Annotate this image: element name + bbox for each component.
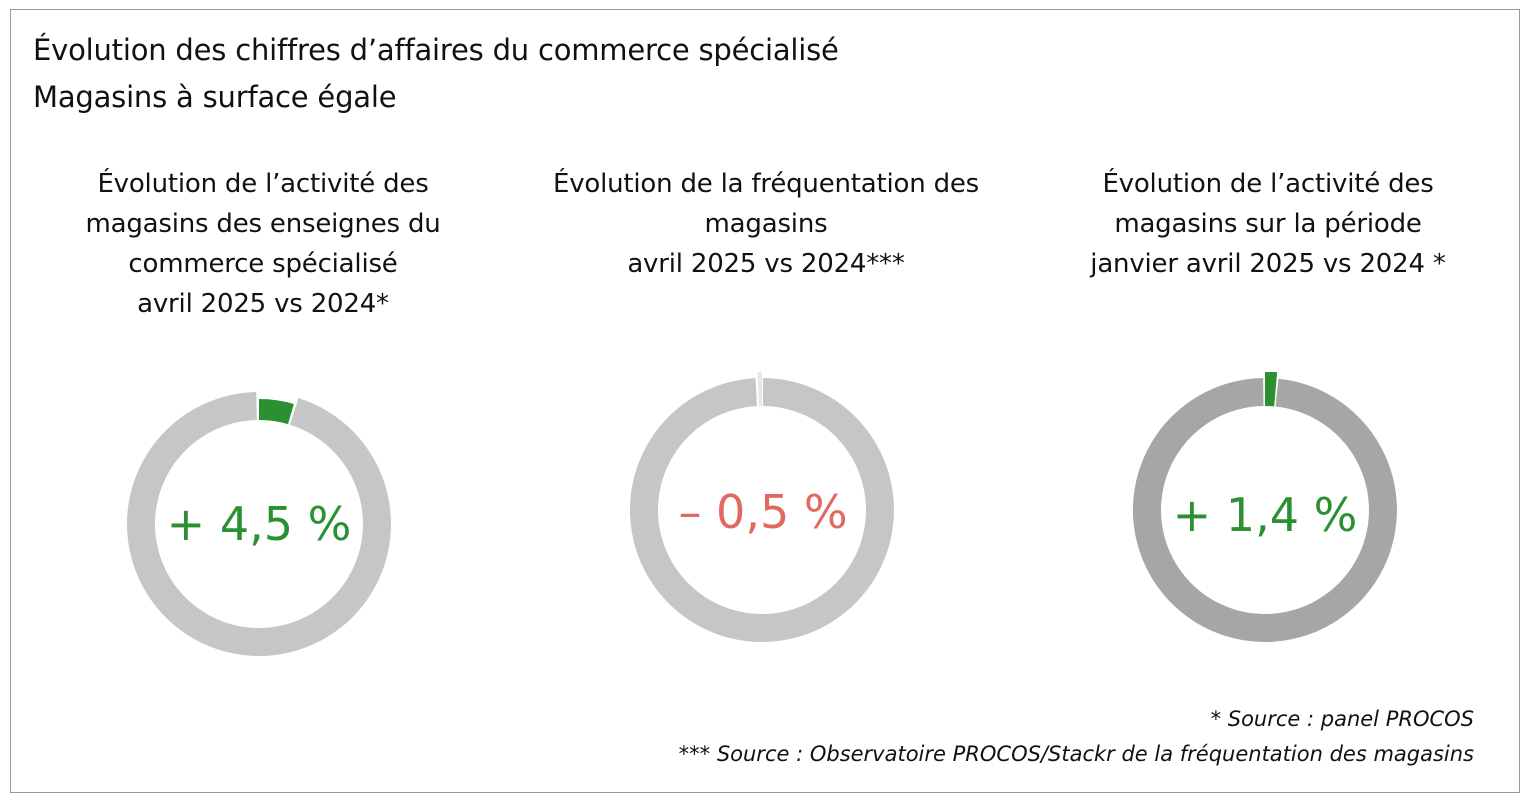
panel-2-heading-line-2: magasins xyxy=(704,209,828,239)
donut-slice-value xyxy=(1265,372,1278,407)
panel-1-heading-line-4: avril 2025 vs 2024* xyxy=(137,289,389,319)
panel-2-heading-line-1: Évolution de la fréquentation des xyxy=(552,169,980,199)
panel-1-heading-line-1: Évolution de l’activité des xyxy=(97,169,429,199)
donut-chart-footfall-april xyxy=(629,372,894,643)
panel-2-heading-line-3: avril 2025 vs 2024*** xyxy=(627,249,905,279)
donut-chart-activity-jan-april xyxy=(1132,372,1397,642)
donut-chart-activity-april xyxy=(127,392,392,657)
chart-frame xyxy=(10,9,1520,793)
panel-1-heading-line-3: commerce spécialisé xyxy=(128,249,398,279)
panel-3-heading-line-3: janvier avril 2025 vs 2024 * xyxy=(1090,249,1446,279)
panel-3-heading-line-2: magasins sur la période xyxy=(1114,209,1422,239)
donut-slice-value xyxy=(259,399,294,425)
panel-3-value: + 1,4 % xyxy=(1172,488,1358,542)
chart-title: Évolution des chiffres d’affaires du com… xyxy=(33,33,839,67)
chart-subtitle: Magasins à surface égale xyxy=(33,80,397,114)
donut-slice-value xyxy=(757,372,762,407)
source-note-panel: * Source : panel PROCOS xyxy=(1210,707,1474,731)
panel-1-heading: Évolution de l’activité des magasins des… xyxy=(3,164,523,324)
panel-1-heading-line-2: magasins des enseignes du xyxy=(85,209,441,239)
panel-2-heading: Évolution de la fréquentation des magasi… xyxy=(506,164,1026,284)
source-note-observatory: *** Source : Observatoire PROCOS/Stackr … xyxy=(678,742,1474,766)
panel-3-heading: Évolution de l’activité des magasins sur… xyxy=(1008,164,1528,284)
panel-1-value: + 4,5 % xyxy=(166,497,352,551)
panel-2-value: – 0,5 % xyxy=(678,485,848,539)
panel-3-heading-line-1: Évolution de l’activité des xyxy=(1102,169,1434,199)
